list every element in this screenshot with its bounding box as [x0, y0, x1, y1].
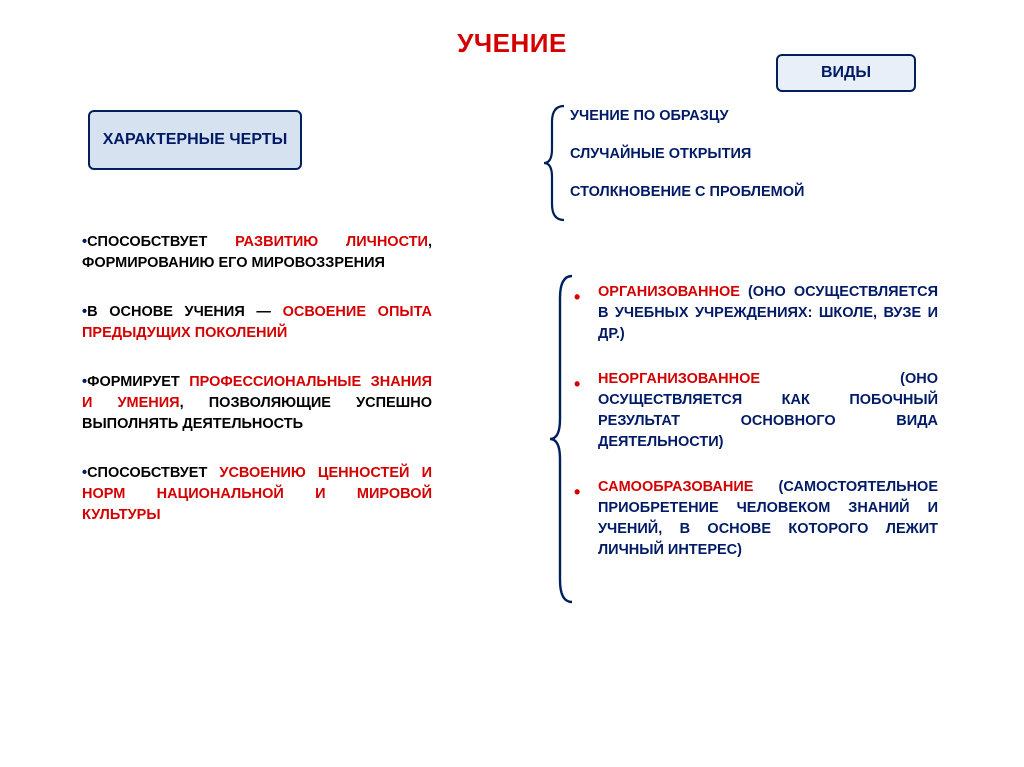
- detail-head: НЕОРГАНИЗОВАННОЕ: [598, 371, 760, 387]
- type-item: СТОЛКНОВЕНИЕ С ПРОБЛЕМОЙ: [570, 184, 910, 200]
- characteristic-item: •СПОСОБСТВУЕТ УСВОЕНИЮ ЦЕННОСТЕЙ И НОРМ …: [82, 463, 432, 526]
- characteristics-list: •СПОСОБСТВУЕТ РАЗВИТИЮ ЛИЧНОСТИ, ФОРМИРО…: [82, 232, 432, 554]
- characteristic-item: •СПОСОБСТВУЕТ РАЗВИТИЮ ЛИЧНОСТИ, ФОРМИРО…: [82, 232, 432, 274]
- characteristic-item: •В ОСНОВЕ УЧЕНИЯ — ОСВОЕНИЕ ОПЫТА ПРЕДЫД…: [82, 302, 432, 344]
- text: СПОСОБСТВУЕТ: [87, 465, 219, 481]
- text: СПОСОБСТВУЕТ: [87, 234, 235, 250]
- brace-large-icon: [548, 274, 574, 604]
- text: ФОРМИРУЕТ: [87, 374, 189, 390]
- bullet-icon: •: [574, 371, 580, 397]
- bullet-icon: •: [574, 284, 580, 310]
- text: В ОСНОВЕ УЧЕНИЯ —: [87, 304, 283, 320]
- detail-head: ОРГАНИЗОВАННОЕ: [598, 284, 740, 300]
- details-list: • ОРГАНИЗОВАННОЕ (ОНО ОСУЩЕСТВЛЯЕТСЯ В У…: [598, 282, 938, 585]
- type-item: СЛУЧАЙНЫЕ ОТКРЫТИЯ: [570, 146, 910, 162]
- detail-head: САМООБРАЗОВАНИЕ: [598, 479, 753, 495]
- detail-item: • НЕОРГАНИЗОВАННОЕ (ОНО ОСУЩЕСТВЛЯЕТСЯ К…: [598, 369, 938, 453]
- characteristic-item: •ФОРМИРУЕТ ПРОФЕССИОНАЛЬНЫЕ ЗНАНИЯ И УМЕ…: [82, 372, 432, 435]
- detail-item: • САМООБРАЗОВАНИЕ (САМОСТОЯТЕЛЬНОЕ ПРИОБ…: [598, 477, 938, 561]
- bullet-icon: •: [574, 479, 580, 505]
- brace-small-icon: [542, 104, 566, 222]
- detail-item: • ОРГАНИЗОВАННОЕ (ОНО ОСУЩЕСТВЛЯЕТСЯ В У…: [598, 282, 938, 345]
- types-list: УЧЕНИЕ ПО ОБРАЗЦУ СЛУЧАЙНЫЕ ОТКРЫТИЯ СТО…: [570, 108, 910, 222]
- highlight: РАЗВИТИЮ ЛИЧНОСТИ: [235, 234, 428, 250]
- type-item: УЧЕНИЕ ПО ОБРАЗЦУ: [570, 108, 910, 124]
- box-characteristics: ХАРАКТЕРНЫЕ ЧЕРТЫ: [88, 110, 302, 170]
- box-characteristics-label: ХАРАКТЕРНЫЕ ЧЕРТЫ: [103, 130, 287, 149]
- box-types: ВИДЫ: [776, 54, 916, 92]
- box-types-label: ВИДЫ: [821, 63, 871, 82]
